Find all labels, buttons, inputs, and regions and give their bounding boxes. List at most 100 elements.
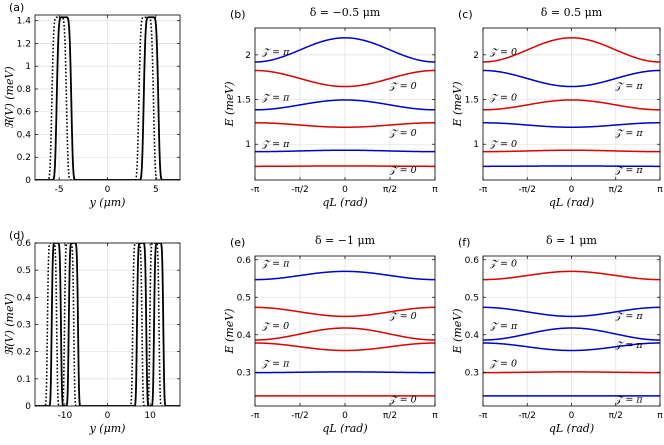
panel-label: (d) (9, 229, 25, 242)
zak-annotation: 𝒵 = 0 (388, 165, 416, 176)
x-axis-label: qL (rad) (549, 422, 594, 435)
x-tick-label: 0 (569, 411, 575, 421)
zak-annotation: 𝒵 = 0 (388, 81, 416, 92)
x-tick-label: π/2 (383, 185, 397, 195)
zak-annotation: 𝒵 = π (614, 128, 643, 139)
x-tick-label: π/2 (609, 411, 623, 421)
zak-annotation: 𝒵 = π (614, 165, 643, 176)
x-tick-label: 0 (342, 411, 348, 421)
panel-label: (e) (230, 236, 245, 249)
x-tick-label: π/2 (609, 185, 623, 195)
y-tick-label: 0.2 (17, 348, 31, 358)
y-tick-label: 0.5 (17, 266, 31, 276)
zak-annotation: 𝒵 = π (261, 139, 290, 150)
band-line-2 (255, 69, 435, 88)
plot-area (35, 243, 180, 406)
y-axis-label: E (meV) (451, 309, 464, 355)
y-axis-label: ℜ(V) (meV) (3, 293, 16, 355)
series-line-solid (35, 243, 180, 406)
y-tick-label: 0.1 (17, 375, 31, 385)
x-tick-label: π (657, 411, 663, 421)
y-axis-label: ℜ(V) (meV) (3, 66, 16, 128)
y-tick-label: 0.4 (237, 331, 252, 341)
x-tick-label: -π (251, 411, 260, 421)
x-axis-label: qL (rad) (322, 422, 367, 435)
x-axis-label: y (μm) (89, 196, 126, 209)
band-line-3 (255, 327, 435, 341)
band-line-1 (483, 37, 660, 63)
y-tick-label: 0.2 (17, 153, 31, 163)
zak-annotation: 𝒵 = π (261, 47, 290, 58)
band-line-5 (255, 149, 435, 153)
x-tick-label: 0 (105, 185, 111, 195)
x-tick-label: -π (251, 185, 260, 195)
zak-annotation: 𝒵 = π (614, 81, 643, 92)
x-axis-label: qL (rad) (549, 196, 594, 209)
zak-annotation: 𝒵 = π (261, 259, 290, 270)
x-tick-label: π (432, 185, 438, 195)
plot-area (483, 270, 660, 397)
y-tick-label: 0.5 (465, 293, 479, 303)
x-tick-label: -π/2 (291, 185, 308, 195)
panel-title: δ = −1 μm (315, 234, 376, 247)
zak-annotation: 𝒵 = π (614, 311, 643, 322)
x-tick-label: -π/2 (291, 411, 308, 421)
x-axis-label: qL (rad) (322, 196, 367, 209)
band-line-4 (483, 122, 660, 128)
y-tick-label: 0.6 (17, 239, 32, 249)
band-line-4 (483, 342, 660, 352)
x-tick-label: 0 (342, 185, 348, 195)
x-tick-label: -10 (58, 411, 73, 421)
y-tick-label: 2 (473, 51, 479, 61)
y-tick-label: 0.3 (465, 368, 479, 378)
y-tick-label: 1.5 (237, 96, 251, 106)
y-tick-label: 1 (245, 140, 251, 150)
y-tick-label: 0.6 (465, 256, 480, 266)
x-tick-label: -π (479, 411, 488, 421)
y-axis-label: E (meV) (223, 309, 236, 355)
x-tick-label: π (657, 185, 663, 195)
x-tick-label: π (432, 411, 438, 421)
band-line-1 (255, 37, 435, 63)
plot-area (483, 37, 660, 168)
panel-label: (f) (458, 236, 470, 249)
panel-d: -10 0 10 0 0.1 0.2 0.3 0.4 0.5 0.6 y (μm) ℜ(V) (meV… (3, 229, 181, 435)
panel-b: -π -π/2 0 π/2 π 1 1.5 2 qL (rad) E (meV) (b) δ = −0… (223, 6, 438, 209)
panel-title: δ = −0.5 μm (310, 6, 381, 19)
band-line-5 (483, 149, 660, 153)
plot-area (255, 37, 435, 168)
y-tick-label: 1 (25, 62, 31, 72)
y-tick-label: 0.4 (17, 130, 32, 140)
panel-a: -5 0 5 0 0.2 0.4 0.6 0.8 1 1.2 1.4 y (μm) ℜ(V) (meV)… (3, 1, 181, 209)
plot-area (255, 270, 435, 397)
zak-annotation: 𝒵 = 0 (388, 311, 416, 322)
band-line-3 (483, 99, 660, 111)
y-tick-label: 0 (25, 402, 31, 412)
x-tick-label: π/2 (383, 411, 397, 421)
y-axis-label: E (meV) (451, 82, 464, 128)
plot-area (35, 16, 180, 180)
zak-annotation: 𝒵 = π (489, 321, 518, 332)
y-tick-label: 0.3 (17, 321, 31, 331)
band-line-2 (483, 306, 660, 318)
x-tick-label: -π/2 (519, 185, 536, 195)
y-axis-label: E (meV) (223, 82, 236, 128)
band-line-2 (483, 69, 660, 88)
zak-annotation: 𝒵 = 0 (489, 47, 517, 58)
zak-annotation: 𝒵 = π (261, 92, 290, 103)
band-line-4 (255, 122, 435, 128)
panel-label: (c) (458, 8, 473, 21)
series-line-dotted (35, 16, 180, 180)
panel-f: -π -π/2 0 π/2 π 0.3 0.4 0.5 0.6 qL (rad) E (meV) (f… (451, 234, 663, 435)
y-tick-label: 1.5 (465, 96, 479, 106)
y-tick-label: 1.2 (17, 39, 31, 49)
zak-annotation: 𝒵 = π (614, 340, 643, 351)
band-line-3 (255, 99, 435, 111)
band-line-1 (255, 270, 435, 281)
panel-label: (b) (230, 8, 246, 21)
panel-e: -π -π/2 0 π/2 π 0.3 0.4 0.5 0.6 qL (rad) E (meV) (e… (223, 234, 438, 435)
y-tick-label: 0 (25, 176, 31, 186)
x-tick-label: 0 (105, 411, 111, 421)
band-line-5 (255, 371, 435, 374)
zak-annotation: 𝒵 = π (261, 358, 290, 369)
